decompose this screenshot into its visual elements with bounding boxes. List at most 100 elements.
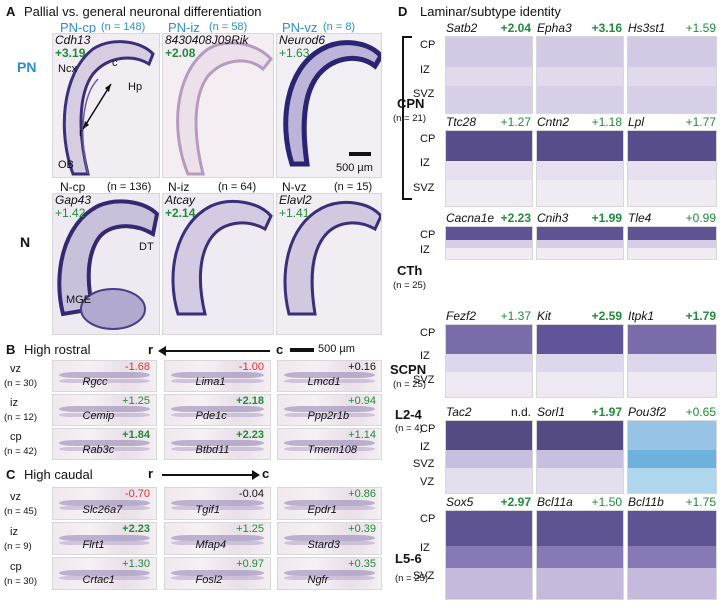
value-label: +0.94	[348, 395, 376, 407]
section-image	[164, 394, 271, 426]
gene-label: Kit	[537, 309, 552, 323]
gene-label: Itpk1	[628, 309, 655, 323]
stain-band	[171, 440, 264, 447]
panel-c-letter: C	[6, 467, 16, 482]
stain-layer	[446, 179, 532, 206]
value-label: +0.35	[348, 558, 376, 570]
gene-label: Rab3c	[82, 444, 115, 456]
header-n-cp-n: (n = 136)	[107, 181, 152, 193]
scale-bar-b	[290, 348, 314, 352]
group-name-cpn: CPN	[397, 96, 425, 111]
cpn-bracket	[402, 36, 412, 200]
stain-layer	[446, 131, 532, 161]
label-dt: DT	[139, 241, 154, 253]
image-8430408j09rik	[162, 33, 274, 178]
value-label: +1.25	[236, 523, 264, 535]
stain-layer	[628, 421, 716, 450]
value-atcay: +2.14	[165, 206, 196, 220]
stain-layer	[628, 371, 716, 397]
zone-label: SVZ	[413, 570, 435, 583]
stain-layer	[537, 37, 623, 68]
stain-layer	[446, 161, 532, 180]
stain-layer	[537, 161, 623, 180]
n-label-c-vz: (n = 45)	[4, 506, 38, 517]
section-image	[164, 428, 271, 460]
gene-label: Fosl2	[195, 574, 223, 586]
stain-layer	[628, 568, 716, 599]
value-8430408j09rik: +2.08	[165, 46, 196, 60]
image-gap43	[52, 193, 160, 335]
gene-label: Epha3	[537, 21, 572, 35]
stain-layer	[628, 86, 716, 113]
laminar-image	[536, 510, 624, 600]
value-label: +1.25	[122, 395, 150, 407]
stain-layer	[446, 421, 532, 450]
section-image	[52, 428, 157, 460]
stain-band	[59, 446, 150, 451]
stain-layer	[446, 568, 532, 599]
value-label: +0.16	[348, 361, 376, 373]
stain-layer	[537, 546, 623, 569]
gene-neurod6: Neurod6	[279, 33, 326, 47]
stain-layer	[537, 568, 623, 599]
laminar-image	[536, 130, 624, 207]
value-gap43: +1.42	[55, 206, 86, 220]
label-r: r	[79, 127, 83, 139]
stain-layer	[446, 227, 532, 240]
stain-layer	[628, 353, 716, 372]
value-label: +2.97	[500, 495, 531, 509]
laminar-image	[627, 510, 717, 600]
stain-layer	[537, 325, 623, 354]
gene-gap43: Gap43	[55, 193, 92, 207]
stain-layer	[537, 353, 623, 372]
stain-band	[284, 569, 375, 576]
value-label: +0.97	[236, 558, 264, 570]
arrow-head-b	[158, 346, 166, 356]
stain-layer	[446, 239, 532, 248]
zone-label: CP	[420, 39, 436, 51]
section-image	[52, 557, 157, 590]
stain-layer	[537, 179, 623, 206]
gene-atcay: Atcay	[165, 193, 196, 207]
value-label: +0.99	[685, 211, 716, 225]
value-label: +1.99	[591, 211, 622, 225]
gene-label: Epdr1	[307, 504, 337, 516]
stain-layer	[446, 353, 532, 372]
value-label: +1.27	[500, 115, 531, 129]
stain-layer	[446, 511, 532, 547]
gene-label: Satb2	[446, 21, 478, 35]
stain-layer	[628, 239, 716, 248]
stain-band	[171, 406, 264, 413]
value-label: +2.23	[122, 523, 150, 535]
label-mge: MGE	[66, 294, 92, 306]
row-label-n: N	[20, 234, 31, 250]
stain-band	[284, 440, 375, 447]
section-image	[52, 522, 157, 555]
section-image	[52, 360, 157, 392]
stain-layer	[628, 227, 716, 240]
header-pn-vz: PN-vz	[282, 20, 318, 35]
panel-c-title: High caudal	[24, 467, 93, 482]
arrow-head-c	[252, 470, 260, 480]
value-label: +1.79	[685, 309, 716, 323]
stain-band	[171, 499, 264, 506]
value-label: +2.59	[591, 309, 622, 323]
gene-label: Bcl11a	[537, 495, 573, 509]
group-name-cth: CTh	[397, 263, 423, 278]
image-neurod6	[276, 33, 382, 178]
header-n-vz-n: (n = 15)	[334, 181, 373, 193]
section-image	[52, 487, 157, 520]
value-label: +1.97	[591, 405, 622, 419]
zone-label-b-iz: iz	[10, 397, 18, 409]
value-label: +0.86	[348, 488, 376, 500]
section-image	[164, 360, 271, 392]
value-label: +1.50	[591, 495, 622, 509]
gene-label: Pde1c	[195, 410, 227, 422]
scale-bar-a: 500 µm	[336, 162, 373, 174]
laminar-image	[445, 226, 533, 260]
gene-cdh13: Cdh13	[55, 33, 91, 47]
header-pn-cp: PN-cp	[60, 20, 97, 35]
stain-layer	[446, 86, 532, 113]
stain-layer	[537, 86, 623, 113]
panel-a-letter: A	[6, 4, 16, 19]
